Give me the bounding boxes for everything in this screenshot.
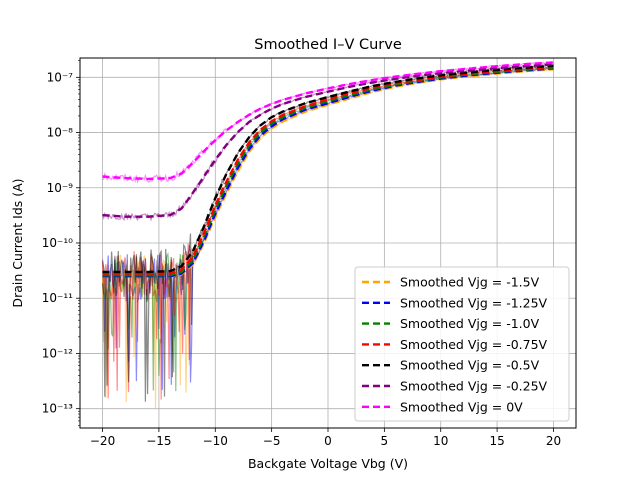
series-line bbox=[102, 61, 554, 181]
legend-label: Smoothed Vjg = 0V bbox=[400, 399, 523, 414]
y-axis-ticks: 10⁻¹³ 10⁻¹² 10⁻¹¹ 10⁻¹⁰ 10⁻⁹ 10⁻⁸ 10⁻⁷ bbox=[42, 60, 80, 426]
legend-label: Smoothed Vjg = -0.25V bbox=[400, 379, 548, 394]
legend-label: Smoothed Vjg = -0.5V bbox=[400, 358, 540, 373]
x-tick-label: −5 bbox=[263, 434, 281, 448]
x-tick-label: −15 bbox=[146, 434, 171, 448]
legend-label: Smoothed Vjg = -1.0V bbox=[400, 316, 540, 331]
x-tick-label: 15 bbox=[489, 434, 504, 448]
x-tick-label: −20 bbox=[90, 434, 115, 448]
x-tick-label: 5 bbox=[381, 434, 389, 448]
legend: Smoothed Vjg = -1.5V Smoothed Vjg = -1.25… bbox=[354, 266, 570, 422]
x-tick-label: 0 bbox=[324, 434, 332, 448]
grid bbox=[80, 58, 576, 428]
y-tick-label: 10⁻⁸ bbox=[47, 126, 74, 140]
x-tick-label: 10 bbox=[433, 434, 448, 448]
series-line bbox=[102, 67, 554, 278]
legend-entries: Smoothed Vjg = -1.5V Smoothed Vjg = -1.25… bbox=[362, 275, 548, 414]
series-lines bbox=[102, 61, 554, 278]
y-tick-label: 10⁻¹³ bbox=[42, 402, 73, 416]
y-tick-label: 10⁻¹⁰ bbox=[42, 236, 73, 250]
y-tick-label: 10⁻⁹ bbox=[47, 181, 74, 195]
x-axis-label: Backgate Voltage Vbg (V) bbox=[248, 456, 408, 471]
raw-noise-trace bbox=[101, 65, 554, 400]
y-tick-label: 10⁻¹¹ bbox=[42, 291, 73, 305]
legend-label: Smoothed Vjg = -1.25V bbox=[400, 295, 548, 310]
y-tick-label: 10⁻⁷ bbox=[47, 70, 74, 84]
chart-title: Smoothed I–V Curve bbox=[254, 37, 402, 53]
x-axis-ticks: −20 −15 −10 −5 0 5 10 15 20 bbox=[90, 428, 561, 448]
y-axis-label: Drain Current Ids (A) bbox=[10, 178, 25, 307]
raw-noise-trace bbox=[101, 64, 554, 402]
series-line bbox=[102, 63, 554, 218]
y-tick-label: 10⁻¹² bbox=[42, 346, 73, 360]
x-tick-label: 20 bbox=[546, 434, 561, 448]
legend-label: Smoothed Vjg = -1.5V bbox=[400, 275, 540, 290]
x-tick-label: −10 bbox=[203, 434, 228, 448]
legend-label: Smoothed Vjg = -0.75V bbox=[400, 337, 548, 352]
legend-box bbox=[354, 266, 570, 422]
